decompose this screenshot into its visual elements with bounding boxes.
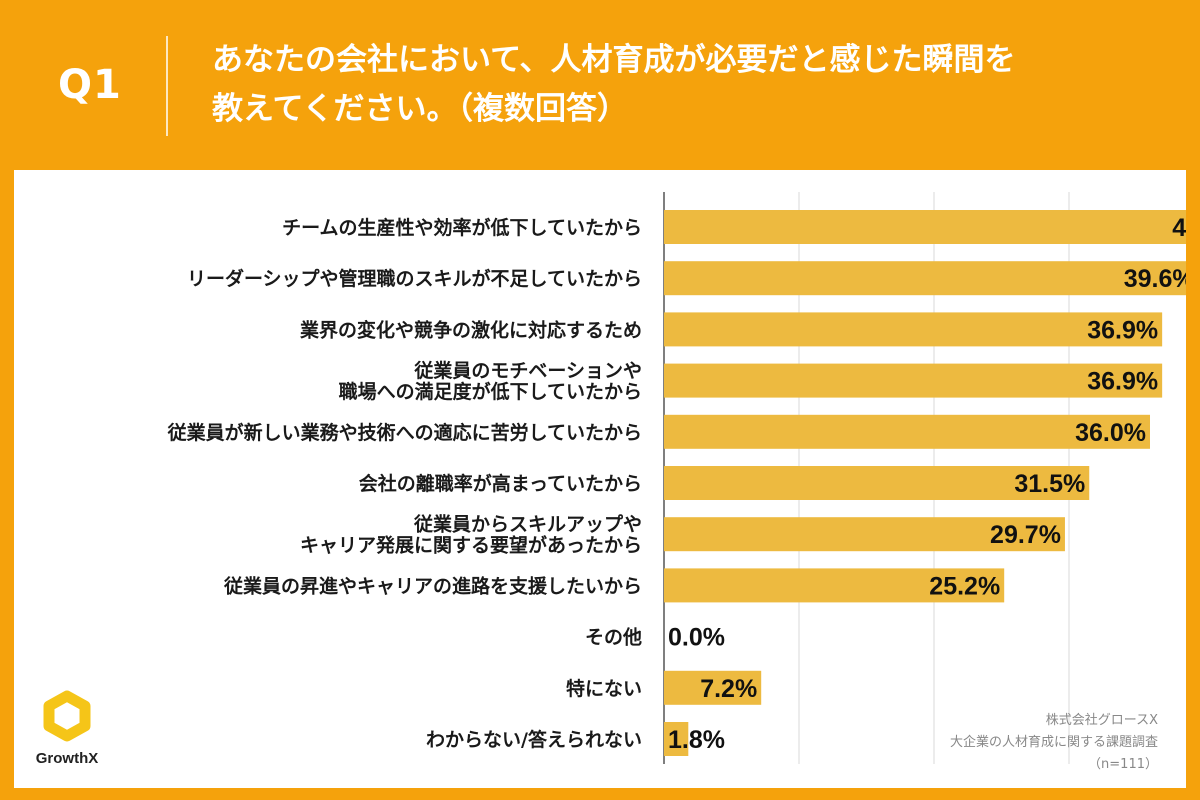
question-title-line-1: あなたの会社において、人材育成が必要だと感じた瞬間を	[212, 42, 1016, 78]
category-label-1: リーダーシップや管理職のスキルが不足していたから	[187, 267, 642, 290]
category-label-2: 業界の変化や競争の激化に対応するため	[299, 318, 642, 341]
value-label-7: 25.2%	[929, 572, 1000, 600]
bar-1	[664, 261, 1186, 296]
value-label-8: 0.0%	[668, 624, 725, 652]
category-label-5: 会社の離職率が高まっていたから	[359, 472, 642, 495]
bar-4	[664, 414, 1150, 449]
value-label-5: 31.5%	[1014, 470, 1085, 498]
category-label-3-line-2: 職場への満足度が低下していたから	[339, 380, 642, 403]
header: Q1 あなたの会社において、人材育成が必要だと感じた瞬間を 教えてください。（複…	[0, 0, 1200, 168]
bar-5	[664, 466, 1090, 500]
bar-9	[664, 670, 762, 705]
category-label-6-line-2: キャリア発展に関する要望があったから	[300, 534, 642, 557]
source-company: 株式会社グロースX	[1045, 713, 1158, 728]
hexagon-ring-icon	[43, 690, 91, 742]
question-title-line-2: 教えてください。（複数回答）	[212, 91, 629, 127]
value-label-10: 1.8%	[668, 726, 725, 754]
value-label-9: 7.2%	[700, 675, 757, 703]
source-note: 株式会社グロースX 大企業の人材育成に関する課題調査 （n=111）	[950, 710, 1158, 776]
category-label-3-line-1: 従業員のモチベーションや	[413, 359, 642, 382]
growthx-logo: GrowthX	[22, 688, 112, 778]
question-number: Q1	[58, 62, 122, 108]
value-label-0: 43.2%	[1172, 214, 1186, 242]
source-sample-size: （n=111）	[1088, 757, 1158, 772]
value-label-2: 36.9%	[1087, 316, 1158, 344]
value-label-4: 36.0%	[1075, 419, 1146, 447]
bar-6	[664, 517, 1065, 552]
bar-chart: チームの生産性や効率が低下していたから 43.2% リーダーシップや管理職のスキルが…	[167, 192, 1186, 764]
question-title: あなたの会社において、人材育成が必要だと感じた瞬間を 教えてください。（複数回答…	[212, 36, 1172, 134]
source-survey: 大企業の人材育成に関する課題調査	[949, 735, 1158, 750]
header-divider	[166, 36, 168, 136]
bar-3	[664, 363, 1163, 398]
bar-2	[664, 312, 1163, 347]
category-label-9: 特にない	[566, 678, 642, 700]
logo-text: GrowthX	[35, 750, 99, 767]
value-label-3: 36.9%	[1087, 368, 1158, 396]
category-label-10: わからない/答えられない	[426, 728, 642, 751]
bar-0	[664, 210, 1186, 244]
bar-10	[664, 722, 689, 756]
category-label-6-line-1: 従業員からスキルアップや	[413, 513, 642, 536]
value-label-6: 29.7%	[990, 521, 1061, 549]
bar-7	[664, 568, 1005, 603]
category-label-0: チームの生産性や効率が低下していたから	[282, 216, 642, 239]
chart-panel: チームの生産性や効率が低下していたから 43.2% リーダーシップや管理職のスキルが…	[14, 170, 1186, 788]
category-label-8: その他	[585, 626, 642, 649]
category-label-4: 従業員が新しい業務や技術への適応に苦労していたから	[167, 421, 642, 444]
value-label-1: 39.6%	[1124, 265, 1186, 293]
category-label-7: 従業員の昇進やキャリアの進路を支援したいから	[223, 574, 642, 597]
